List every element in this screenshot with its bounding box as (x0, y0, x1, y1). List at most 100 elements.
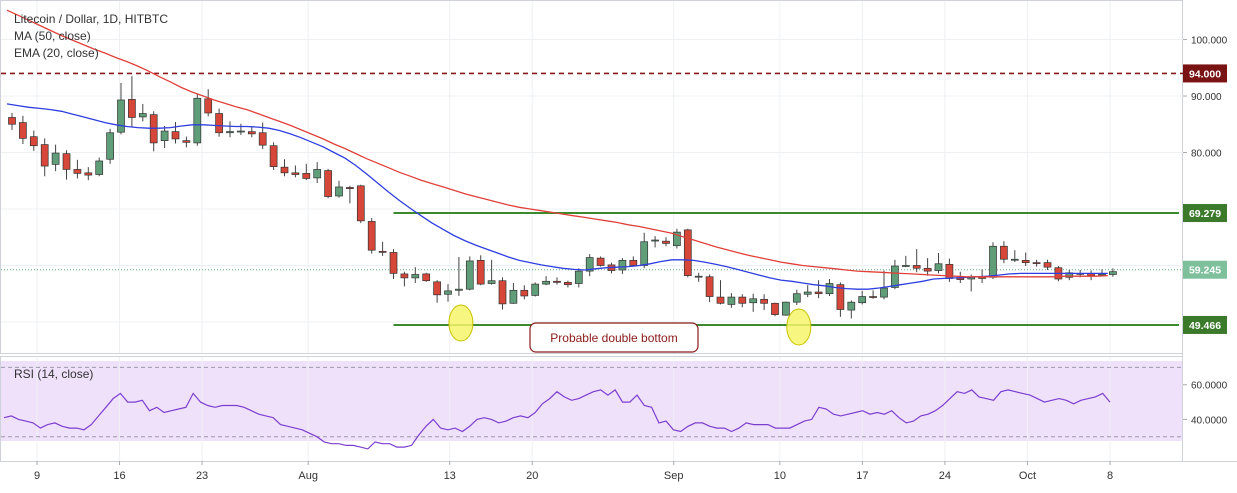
candle (269, 142, 278, 171)
moving-averages (6, 9, 1108, 290)
candle-body-up (891, 265, 899, 288)
candle-body-up (651, 239, 659, 242)
level-badge: 94.000 (1183, 64, 1227, 83)
rsi-tick-label: 40.0000 (1191, 415, 1228, 426)
candle-body-down (662, 240, 670, 244)
level-badge-bg (1183, 204, 1227, 223)
grid (1, 1, 1183, 461)
candle-body-down (771, 302, 779, 315)
candle-body-down (8, 117, 16, 125)
candle-body-up (509, 289, 518, 304)
candle (792, 289, 801, 305)
candle (912, 249, 921, 273)
candle-body-down (716, 296, 725, 304)
candle-body-up (531, 283, 540, 296)
candle (62, 150, 71, 180)
candle (8, 112, 16, 130)
time-tick-label: 16 (113, 470, 125, 482)
candle (182, 136, 191, 148)
candle (891, 259, 899, 290)
candle-body-down (422, 273, 431, 282)
candle-body-down (400, 273, 409, 279)
candle-body-down (1021, 260, 1030, 263)
candle-body-down (269, 145, 278, 167)
candle-body-up (782, 301, 790, 316)
candle-body-down (128, 99, 136, 118)
candle (465, 256, 474, 291)
candle-body-down (553, 280, 561, 283)
candle (29, 130, 38, 151)
candle-body-up (411, 274, 420, 279)
candle (1109, 268, 1117, 277)
candle (280, 159, 289, 177)
candle (378, 241, 387, 256)
candle (389, 249, 398, 280)
candle-body-down (40, 144, 49, 167)
time-tick-label: 9 (34, 470, 40, 482)
time-tick-label: 23 (196, 470, 208, 482)
candle (923, 258, 932, 276)
candle (95, 157, 104, 177)
candle-body-down (760, 298, 768, 304)
candle (422, 272, 431, 282)
rsi-title: RSI (14, close) (14, 367, 93, 381)
candle-body-down (498, 280, 507, 305)
candle (106, 128, 114, 164)
candle (574, 268, 583, 288)
annotation-text: Probable double bottom (550, 331, 677, 345)
candle (705, 274, 714, 303)
time-tick-label: 20 (526, 470, 538, 482)
candle-body-up (574, 270, 583, 284)
candle (1010, 250, 1019, 263)
candle-body-down (73, 169, 82, 174)
candle-body-down (433, 281, 441, 296)
candle (160, 125, 169, 148)
legend-ma: MA (50, close) (14, 29, 91, 43)
candle-body-down (356, 185, 365, 222)
candle-body-down (19, 122, 27, 139)
price-tick-label: 80.000 (1191, 148, 1222, 159)
double-bottom-marker (786, 308, 812, 346)
rsi-line (3, 389, 1111, 450)
candle-body-down (389, 252, 398, 274)
candle (760, 294, 768, 311)
candle (226, 121, 234, 138)
candle (455, 256, 463, 296)
candle-body-up (880, 287, 888, 298)
candle-body-down (258, 132, 267, 146)
candle (989, 242, 997, 280)
candle-body-up (803, 291, 812, 295)
candle (782, 301, 790, 316)
candle-body-down (814, 291, 823, 295)
candle-body-down (171, 131, 180, 140)
candle-body-down (476, 260, 485, 285)
candle (640, 232, 649, 269)
candle-body-up (640, 241, 649, 266)
candle (847, 300, 856, 319)
candle-body-down (738, 296, 747, 304)
candle (727, 293, 736, 308)
candle-body-up (95, 160, 104, 175)
level-badge: 69.279 (1183, 204, 1227, 223)
candle (553, 277, 561, 285)
candle (662, 237, 670, 247)
candle (487, 259, 496, 285)
level-badge-label: 49.466 (1189, 320, 1221, 332)
candle-body-down (215, 113, 223, 134)
candle (400, 271, 409, 287)
candle-body-up (618, 260, 627, 271)
candle-body-up (51, 152, 60, 165)
candle-body-up (106, 132, 114, 160)
candle-body-up (934, 263, 943, 271)
chart-title: Litecoin / Dollar, 1D, HITBTC (14, 12, 168, 26)
candle (596, 256, 605, 267)
candle-body-up (237, 130, 245, 133)
candle (171, 121, 180, 144)
double-bottom-marker (448, 304, 474, 342)
price-tick-label: 90.000 (1191, 92, 1222, 103)
candle (237, 123, 245, 135)
candle-body-up (1098, 273, 1106, 276)
candle-body-down (62, 153, 71, 170)
candle-body-down (912, 265, 921, 269)
time-tick-label: 24 (939, 470, 951, 482)
